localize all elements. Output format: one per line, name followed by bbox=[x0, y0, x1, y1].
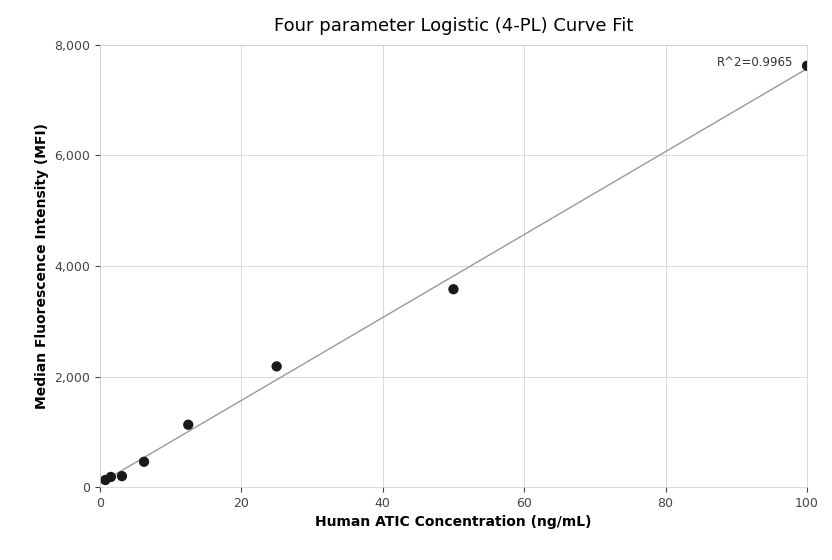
Y-axis label: Median Fluorescence Intensity (MFI): Median Fluorescence Intensity (MFI) bbox=[35, 123, 48, 409]
Point bbox=[137, 458, 151, 466]
X-axis label: Human ATIC Concentration (ng/mL): Human ATIC Concentration (ng/mL) bbox=[315, 515, 592, 529]
Point bbox=[447, 284, 460, 293]
Point bbox=[99, 475, 112, 484]
Point bbox=[181, 420, 195, 429]
Point bbox=[104, 473, 117, 482]
Text: R^2=0.9965: R^2=0.9965 bbox=[716, 56, 793, 69]
Point bbox=[800, 62, 814, 71]
Title: Four parameter Logistic (4-PL) Curve Fit: Four parameter Logistic (4-PL) Curve Fit bbox=[274, 17, 633, 35]
Point bbox=[270, 362, 283, 371]
Point bbox=[116, 472, 129, 480]
